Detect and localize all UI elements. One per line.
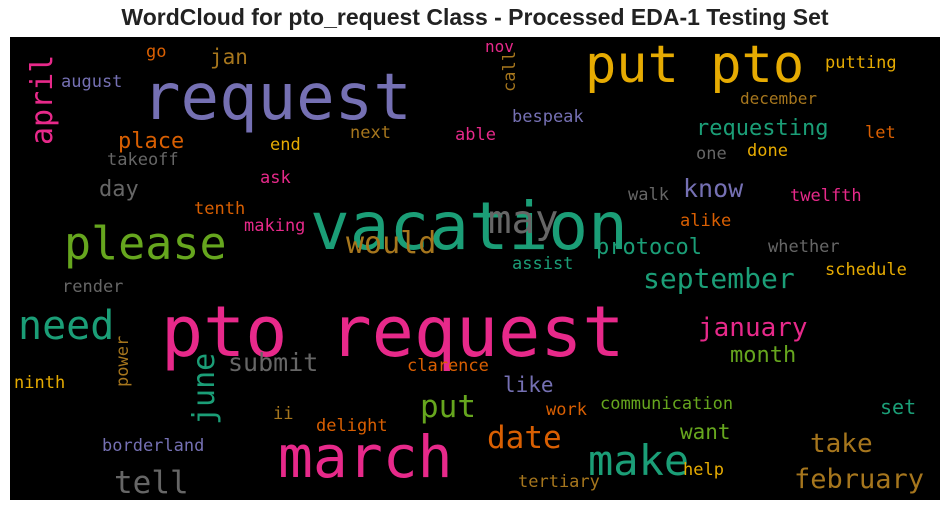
- word-pto-request: pto request: [161, 291, 625, 373]
- word-whether: whether: [768, 237, 840, 257]
- word-twelfth: twelfth: [790, 186, 862, 206]
- word-set: set: [880, 395, 916, 419]
- word-march: march: [278, 423, 453, 491]
- word-date: date: [487, 420, 562, 456]
- chart-title: WordCloud for pto_request Class - Proces…: [121, 4, 829, 30]
- word-assist: assist: [512, 254, 573, 274]
- word-place: place: [118, 129, 184, 154]
- word-help: help: [683, 460, 724, 480]
- word-may: may: [488, 198, 558, 243]
- word-work: work: [546, 400, 587, 420]
- word-power: power: [113, 336, 133, 387]
- word-ii: ii: [273, 404, 293, 424]
- word-clarence: clarence: [407, 356, 489, 376]
- word-take: take: [810, 429, 873, 459]
- word-bespeak: bespeak: [512, 107, 584, 127]
- word-need: need: [18, 303, 114, 349]
- word-go: go: [146, 42, 166, 62]
- word-putting: putting: [825, 53, 897, 73]
- word-want: want: [680, 420, 731, 444]
- word-takeoff: takeoff: [107, 150, 179, 170]
- word-one: one: [696, 144, 727, 164]
- word-tell: tell: [114, 465, 189, 500]
- word-june: june: [187, 353, 222, 425]
- word-please: please: [64, 217, 227, 270]
- word-render: render: [62, 277, 123, 297]
- word-alike: alike: [680, 211, 731, 231]
- word-tenth: tenth: [194, 199, 245, 219]
- word-borderland: borderland: [102, 436, 204, 456]
- word-submit: submit: [228, 348, 318, 377]
- word-done: done: [747, 141, 788, 161]
- word-walk: walk: [628, 185, 669, 205]
- word-august: august: [61, 72, 122, 92]
- word-know: know: [683, 174, 744, 203]
- word-tertiary: tertiary: [518, 472, 600, 492]
- word-next: next: [350, 123, 391, 143]
- word-call: call: [500, 51, 520, 92]
- word-put: put: [420, 389, 476, 425]
- word-nov: nov: [485, 37, 514, 56]
- word-september: september: [643, 262, 795, 295]
- word-ask: ask: [260, 168, 291, 188]
- word-vacation: vacation: [310, 188, 628, 265]
- word-put-pto: put pto: [585, 37, 804, 95]
- word-december: december: [740, 89, 817, 108]
- word-delight: delight: [316, 416, 388, 436]
- word-february: february: [794, 464, 924, 495]
- word-request: request: [142, 61, 412, 135]
- word-requesting: requesting: [696, 116, 828, 141]
- wordcloud-svg: pto request vacation request march put pto pl…: [14, 37, 924, 500]
- word-ninth: ninth: [14, 373, 65, 393]
- word-schedule: schedule: [825, 260, 907, 280]
- word-let: let: [865, 123, 896, 143]
- word-jan: jan: [210, 45, 248, 69]
- word-april: april: [25, 55, 60, 145]
- word-like: like: [503, 373, 554, 397]
- word-would: would: [346, 226, 436, 261]
- word-protocol: protocol: [596, 235, 702, 260]
- word-end: end: [270, 135, 301, 155]
- word-day: day: [99, 177, 139, 202]
- word-able: able: [455, 125, 496, 145]
- word-january: january: [698, 313, 808, 343]
- word-month: month: [730, 343, 796, 368]
- word-making: making: [244, 216, 305, 236]
- word-communication: communication: [600, 394, 733, 414]
- word-make: make: [588, 436, 689, 485]
- wordcloud-canvas: pto request vacation request march put pto pl…: [10, 37, 940, 500]
